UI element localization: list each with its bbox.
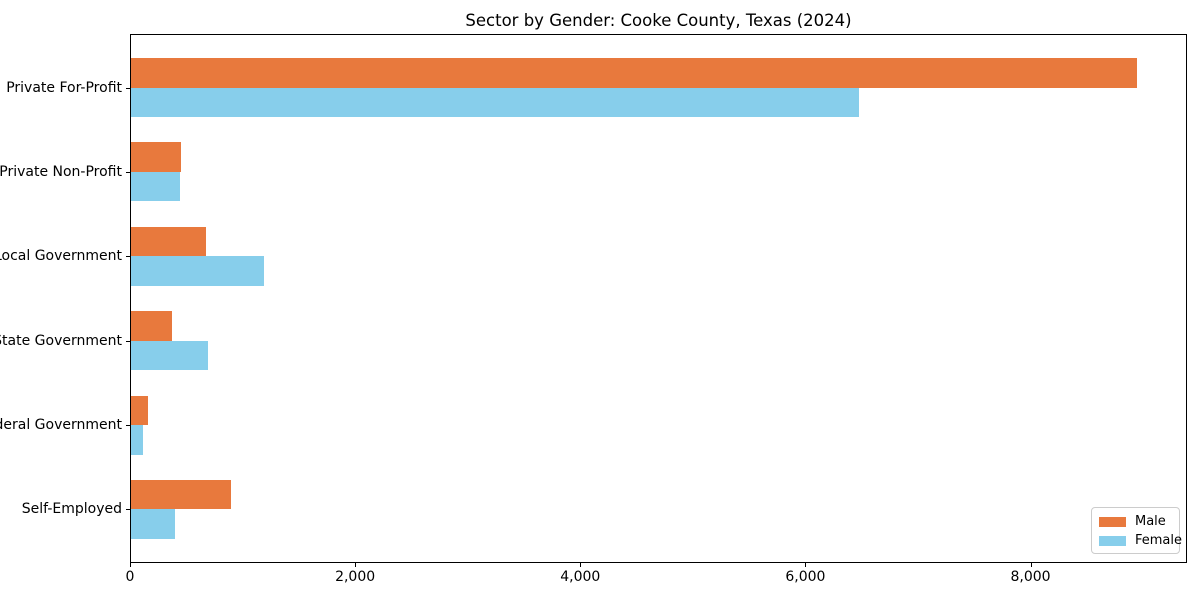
bar-male-4 <box>131 395 149 426</box>
legend-label-male: Male <box>1135 514 1166 529</box>
x-tick-2 <box>580 563 582 567</box>
y-tick-5 <box>126 509 130 511</box>
legend-entry-male: Male <box>1099 515 1179 528</box>
bar-female-2 <box>131 256 265 286</box>
legend-entry-female: Female <box>1099 533 1183 548</box>
ytick-label-3: State Government <box>0 332 122 349</box>
bar-female-5 <box>131 509 176 539</box>
xtick-label-2: 4,000 <box>560 569 601 585</box>
bar-female-1 <box>131 171 180 202</box>
ytick-label-1: Private Non-Profit <box>0 163 122 180</box>
ytick-label-2: Local Government <box>0 248 122 265</box>
xtick-label-0: 0 <box>125 569 135 585</box>
chart-title: Sector by Gender: Cooke County, Texas (2… <box>465 11 852 30</box>
legend-label-female: Female <box>1135 533 1183 548</box>
legend-swatch-male <box>1099 516 1126 527</box>
y-tick-0 <box>126 87 130 89</box>
legend: Male Female <box>1091 507 1183 554</box>
y-tick-3 <box>126 340 130 342</box>
bar-female-4 <box>131 425 143 455</box>
bar-female-0 <box>131 87 860 118</box>
y-tick-1 <box>126 171 130 173</box>
x-tick-1 <box>355 563 357 567</box>
plot-area <box>130 34 1187 563</box>
y-tick-2 <box>126 256 130 258</box>
x-tick-4 <box>1030 563 1032 567</box>
x-tick-3 <box>805 563 807 567</box>
ytick-label-0: Private For-Profit <box>6 79 122 96</box>
y-tick-4 <box>126 425 130 427</box>
ytick-label-4: Federal Government <box>0 417 122 434</box>
xtick-label-3: 6,000 <box>785 569 826 585</box>
bar-male-5 <box>131 479 232 510</box>
bar-female-3 <box>131 340 208 371</box>
ytick-label-5: Self-Employed <box>21 501 122 518</box>
xtick-label-1: 2,000 <box>335 569 376 585</box>
xtick-label-4: 8,000 <box>1010 569 1051 585</box>
bar-male-3 <box>131 311 173 341</box>
bar-male-1 <box>131 142 182 172</box>
legend-swatch-female <box>1099 535 1126 546</box>
x-tick-0 <box>130 563 131 567</box>
bar-male-2 <box>131 226 207 257</box>
bar-male-0 <box>131 58 1138 88</box>
